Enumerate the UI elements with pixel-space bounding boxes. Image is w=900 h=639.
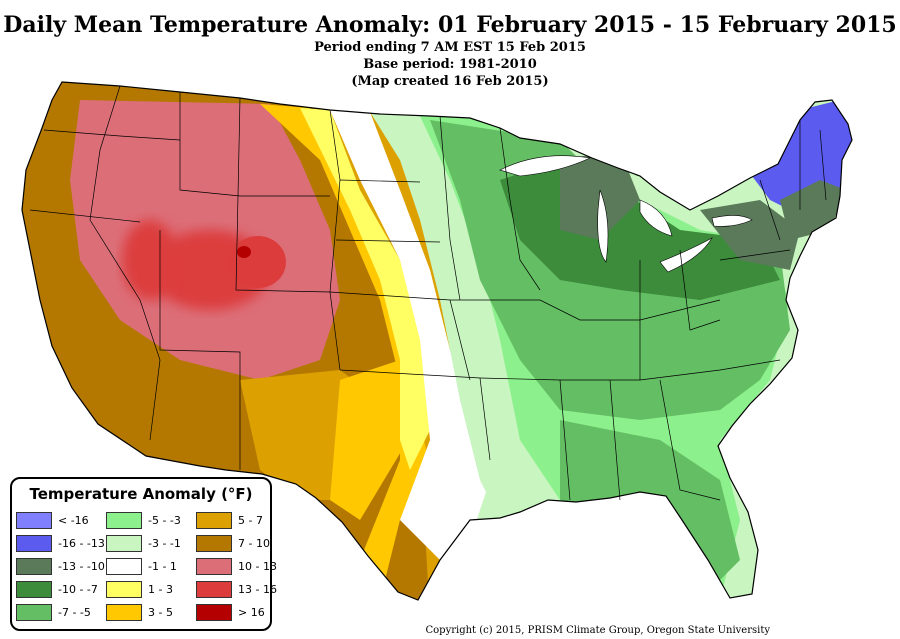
copyright-text: Copyright (c) 2015, PRISM Climate Group,… [425, 625, 771, 636]
map-created-subtitle: (Map created 16 Feb 2015) [351, 74, 549, 89]
legend-swatch [16, 603, 52, 621]
legend-item: -10 - -7 [16, 580, 98, 598]
legend-label: -13 - -10 [58, 559, 105, 573]
legend-panel: Temperature Anomaly (°F) < -16 -16 - -13 -… [10, 477, 277, 631]
legend-item: -13 - -10 [16, 557, 105, 575]
legend-swatch [106, 534, 142, 552]
legend-swatch [106, 603, 142, 621]
legend-item: -16 - -13 [16, 534, 105, 552]
legend-label: -10 - -7 [58, 582, 98, 596]
legend-label: -7 - -5 [58, 605, 91, 619]
legend-title: Temperature Anomaly (°F) [29, 485, 253, 503]
legend-swatch [16, 511, 52, 529]
legend-item: 10 - 13 [196, 557, 277, 575]
legend-swatch [196, 580, 232, 598]
legend-label: 13 - 16 [238, 582, 277, 596]
legend-swatch [196, 603, 232, 621]
legend-label: > 16 [238, 605, 265, 619]
legend-swatch [196, 511, 232, 529]
legend-swatch [16, 580, 52, 598]
legend-item: 3 - 5 [106, 603, 173, 621]
great-lakes [499, 155, 753, 273]
map-title: Daily Mean Temperature Anomaly: 01 Febru… [3, 12, 897, 38]
legend-item: 13 - 16 [196, 580, 277, 598]
legend-item: -1 - 1 [106, 557, 177, 575]
legend-label: 1 - 3 [148, 582, 173, 596]
legend-swatch [196, 557, 232, 575]
legend-item: 7 - 10 [196, 534, 270, 552]
base-period-subtitle: Base period: 1981-2010 [363, 57, 537, 72]
state-boundaries [29, 85, 827, 501]
legend-item: -5 - -3 [106, 511, 181, 529]
legend-item: 5 - 7 [196, 511, 263, 529]
legend-item: -7 - -5 [16, 603, 91, 621]
legend-swatch [106, 580, 142, 598]
legend-label: -16 - -13 [58, 536, 105, 550]
legend-swatch [106, 557, 142, 575]
legend-label: 5 - 7 [238, 513, 263, 527]
legend-item: > 16 [196, 603, 265, 621]
legend-item: -3 - -1 [106, 534, 181, 552]
legend-swatch [196, 534, 232, 552]
legend-label: 7 - 10 [238, 536, 270, 550]
legend-swatch [106, 511, 142, 529]
period-subtitle: Period ending 7 AM EST 15 Feb 2015 [314, 40, 586, 55]
legend-item: < -16 [16, 511, 89, 529]
legend-label: -1 - 1 [148, 559, 177, 573]
legend-label: 10 - 13 [238, 559, 277, 573]
legend-swatch [16, 557, 52, 575]
legend-swatch [16, 534, 52, 552]
legend-label: -3 - -1 [148, 536, 181, 550]
legend-label: < -16 [58, 513, 89, 527]
legend-label: -5 - -3 [148, 513, 181, 527]
legend-label: 3 - 5 [148, 605, 173, 619]
legend-item: 1 - 3 [106, 580, 173, 598]
